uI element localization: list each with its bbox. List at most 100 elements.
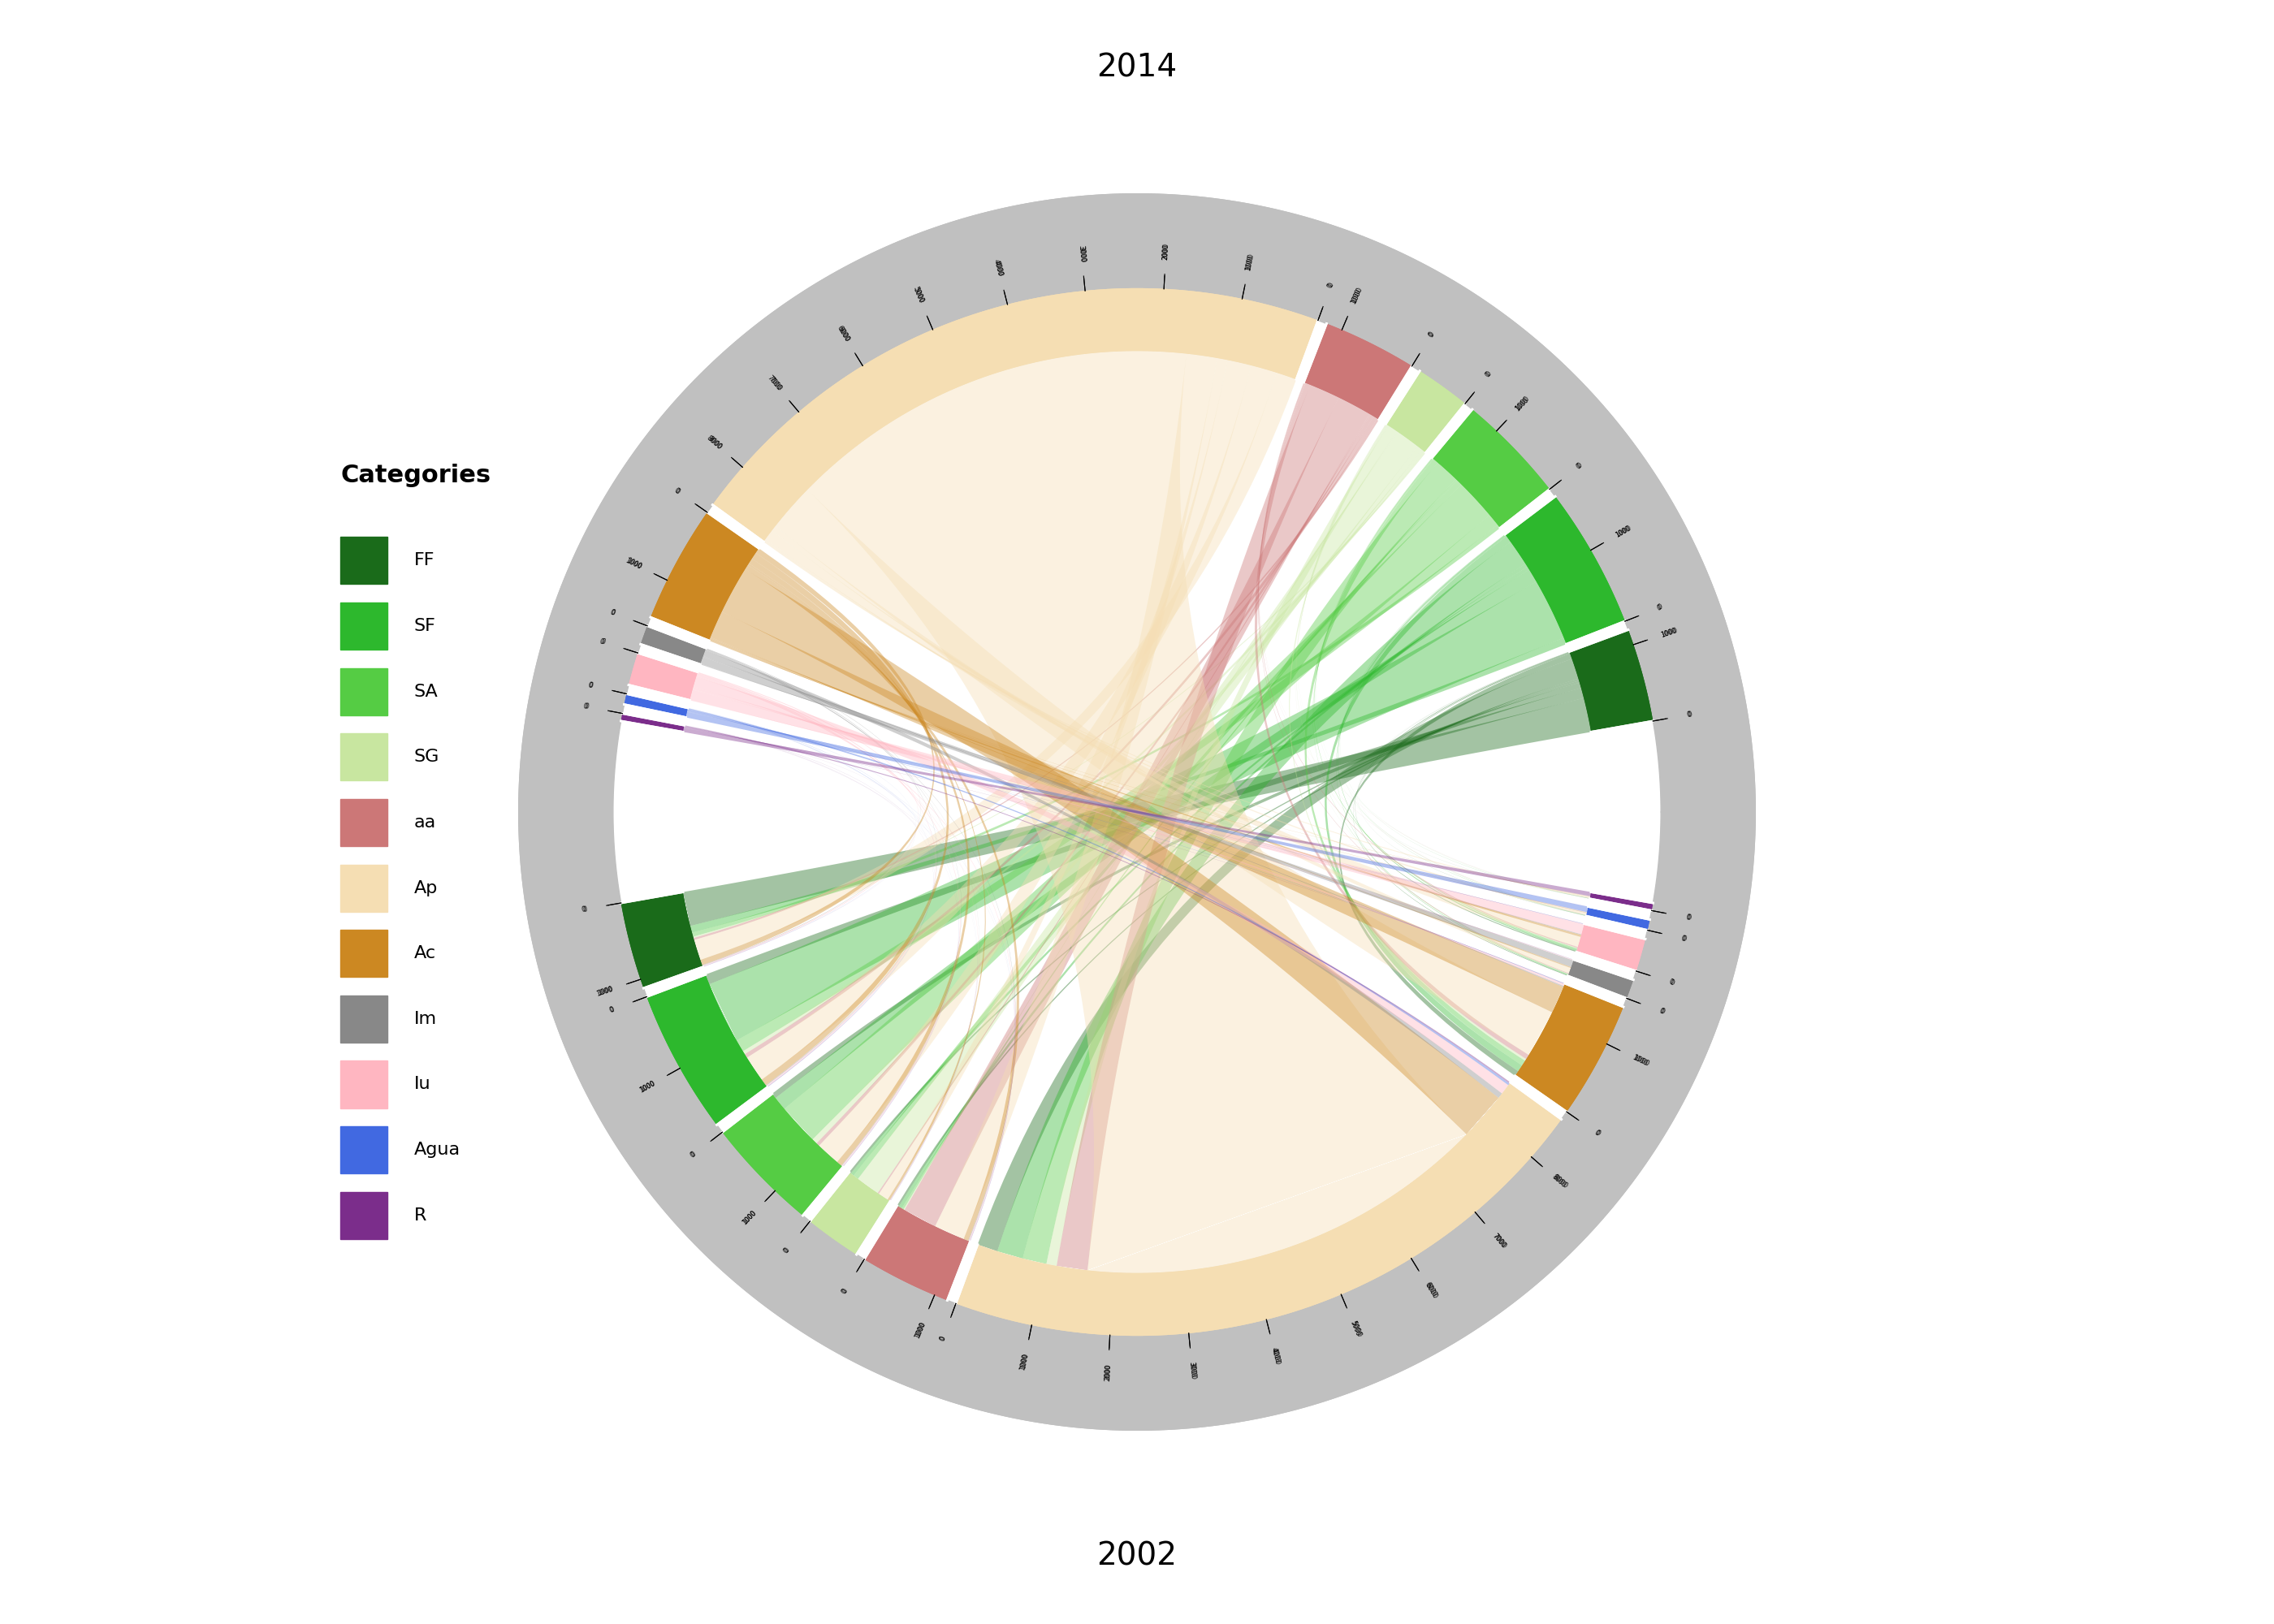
Polygon shape <box>709 581 1565 1041</box>
Polygon shape <box>1569 630 1653 732</box>
Polygon shape <box>819 361 1251 1163</box>
Bar <box>341 931 389 978</box>
Text: Iu: Iu <box>414 1077 430 1093</box>
Polygon shape <box>1258 383 1569 974</box>
Text: 1000: 1000 <box>914 1320 926 1340</box>
Text: 8000: 8000 <box>707 435 723 451</box>
Text: 6000: 6000 <box>837 326 850 343</box>
Text: 0: 0 <box>1594 1129 1601 1138</box>
Text: Agua: Agua <box>414 1142 459 1158</box>
Polygon shape <box>1358 651 1590 898</box>
Polygon shape <box>1337 534 1578 952</box>
Text: 0: 0 <box>1326 283 1335 289</box>
Text: 5000: 5000 <box>912 287 926 305</box>
Text: R: R <box>414 1207 428 1223</box>
Polygon shape <box>687 708 978 1202</box>
Polygon shape <box>1255 383 1528 1059</box>
Bar <box>341 603 389 650</box>
Bar <box>341 538 389 585</box>
Text: Im: Im <box>414 1010 437 1026</box>
Bar <box>341 667 389 715</box>
Text: 2000: 2000 <box>1103 1364 1112 1380</box>
Text: 0: 0 <box>782 1246 791 1254</box>
Polygon shape <box>1296 424 1569 974</box>
Text: 0: 0 <box>607 1005 614 1015</box>
Text: 0: 0 <box>1574 463 1583 471</box>
Polygon shape <box>700 664 1583 935</box>
Polygon shape <box>748 559 969 1166</box>
Polygon shape <box>810 1173 889 1254</box>
Polygon shape <box>935 354 1217 1239</box>
Polygon shape <box>682 698 1592 926</box>
Text: 0: 0 <box>600 638 605 646</box>
Text: 0: 0 <box>1655 604 1662 612</box>
Text: 0: 0 <box>841 1288 848 1296</box>
Text: 1000: 1000 <box>639 1078 657 1093</box>
Polygon shape <box>641 625 705 664</box>
Polygon shape <box>705 689 1583 984</box>
Text: 0: 0 <box>589 682 594 690</box>
Polygon shape <box>898 564 1528 1208</box>
Polygon shape <box>766 531 1580 947</box>
Text: 1000: 1000 <box>1630 1054 1651 1067</box>
Polygon shape <box>878 357 1228 1200</box>
Text: 1000: 1000 <box>1660 627 1678 638</box>
Polygon shape <box>687 711 1587 913</box>
Polygon shape <box>621 892 703 987</box>
Text: 2000: 2000 <box>1162 242 1169 260</box>
Polygon shape <box>623 693 687 718</box>
Text: 0: 0 <box>1669 978 1674 986</box>
Polygon shape <box>812 447 1421 1143</box>
Polygon shape <box>621 892 703 987</box>
Polygon shape <box>746 365 1276 1080</box>
Text: 4000: 4000 <box>991 258 1003 278</box>
Polygon shape <box>1339 534 1587 916</box>
Text: SG: SG <box>414 749 439 765</box>
Text: 1000: 1000 <box>623 557 644 570</box>
Polygon shape <box>684 728 1565 984</box>
Polygon shape <box>684 728 1587 906</box>
Polygon shape <box>1569 960 1633 999</box>
Text: 0: 0 <box>587 682 594 689</box>
Text: 1000: 1000 <box>1630 1054 1649 1067</box>
Text: 0: 0 <box>939 1335 946 1341</box>
Polygon shape <box>1576 924 1646 971</box>
Text: 2014: 2014 <box>1096 52 1178 83</box>
Polygon shape <box>687 711 1585 924</box>
Polygon shape <box>709 640 1587 913</box>
Polygon shape <box>753 552 948 1085</box>
Text: 6000: 6000 <box>1424 1281 1437 1298</box>
Polygon shape <box>518 193 1756 1431</box>
Text: Ac: Ac <box>414 945 437 961</box>
Polygon shape <box>1385 370 1464 453</box>
Polygon shape <box>1314 458 1587 916</box>
Text: 1000: 1000 <box>741 1210 757 1226</box>
Polygon shape <box>775 570 1537 1109</box>
Polygon shape <box>1260 382 1587 916</box>
Text: 0: 0 <box>1326 281 1335 287</box>
Text: 0: 0 <box>609 1005 616 1013</box>
Polygon shape <box>785 484 1489 1140</box>
Polygon shape <box>684 726 916 966</box>
Polygon shape <box>955 1083 1562 1337</box>
Text: 0: 0 <box>1685 914 1692 922</box>
Polygon shape <box>955 1083 1562 1337</box>
Text: 0: 0 <box>1680 935 1687 942</box>
Text: 0: 0 <box>609 609 616 617</box>
Polygon shape <box>705 650 1016 1241</box>
Text: 0: 0 <box>582 702 589 710</box>
Polygon shape <box>694 687 1565 986</box>
Text: 0: 0 <box>1428 330 1435 338</box>
Polygon shape <box>864 1205 971 1301</box>
Polygon shape <box>1303 323 1412 419</box>
Polygon shape <box>700 658 1574 966</box>
Polygon shape <box>689 700 1590 896</box>
Text: 1000: 1000 <box>1244 255 1255 271</box>
Polygon shape <box>810 1173 889 1254</box>
Text: 8000: 8000 <box>705 434 723 451</box>
Text: 0: 0 <box>689 1150 698 1158</box>
Polygon shape <box>1296 424 1587 916</box>
Polygon shape <box>737 515 1499 1051</box>
Polygon shape <box>771 526 1571 973</box>
Text: 1000: 1000 <box>1351 287 1362 305</box>
